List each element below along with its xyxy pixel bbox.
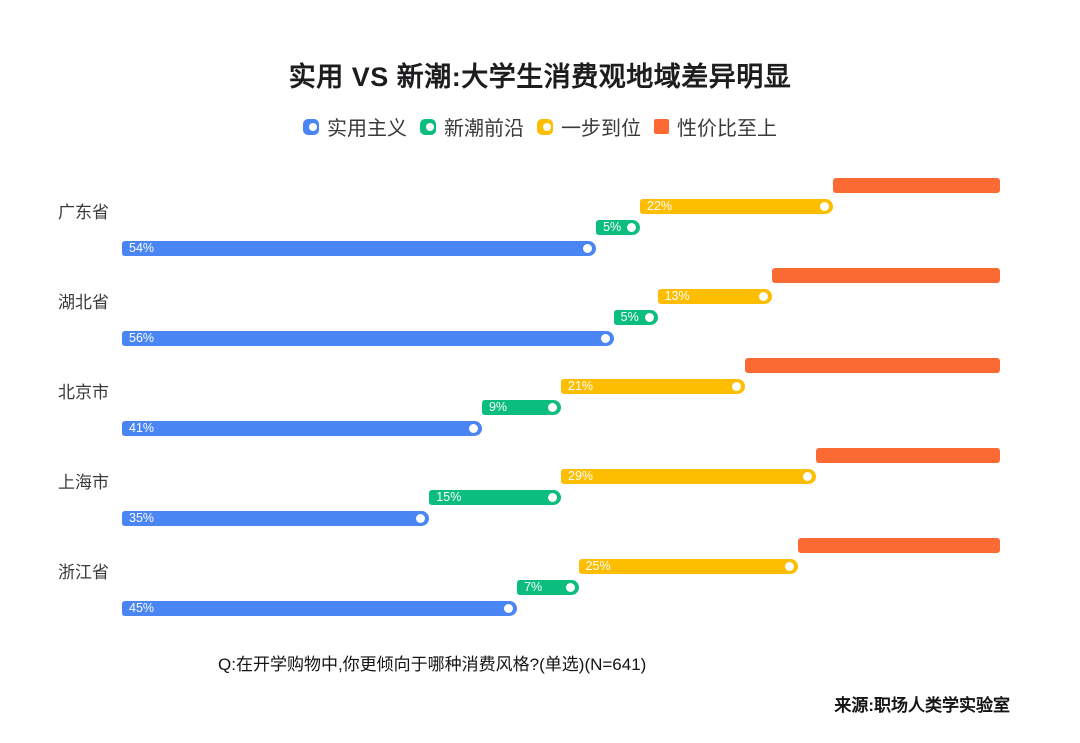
bar-value-label: 5%: [620, 310, 639, 324]
bar-trendy: 15%: [429, 490, 561, 505]
bar-end-dot-icon: [583, 244, 593, 253]
bar-end-dot-icon: [468, 424, 478, 433]
bar-value-label: 35%: [129, 511, 155, 525]
legend-item-trendy: 新潮前沿: [420, 112, 524, 141]
bar-end-dot-icon: [547, 493, 557, 502]
bar-value-label: 54%: [129, 241, 155, 255]
bar-value-label: 9%: [488, 400, 508, 414]
source-credit: 来源:职场人类学实验室: [834, 696, 1010, 715]
bar-end-dot-icon: [547, 403, 557, 412]
bar-value-label: 13%: [664, 289, 690, 303]
legend-label: 一步到位: [561, 118, 641, 140]
bar-end-dot-icon: [565, 583, 575, 592]
legend-item-practical: 实用主义: [303, 112, 407, 141]
bar-trendy: 9%: [481, 400, 561, 415]
category-label: 湖北省: [58, 293, 109, 312]
bar-value-label: 21%: [568, 379, 594, 393]
cost-effective-swatch-icon: [654, 119, 669, 134]
one-step-swatch-icon: [537, 118, 553, 135]
legend-label: 性价比至上: [677, 118, 777, 140]
bar-end-dot-icon: [504, 604, 514, 613]
bar-value-label: 29%: [568, 469, 594, 483]
bar-one-step: 13%: [657, 289, 772, 304]
bar-end-dot-icon: [644, 313, 654, 322]
bar-one-step: 21%: [561, 379, 746, 394]
bar-end-dot-icon: [785, 562, 795, 571]
bar-practical: 41%: [122, 421, 482, 436]
survey-question: Q:在开学购物中,你更倾向于哪种消费风格?(单选)(N=641): [218, 655, 647, 674]
legend-item-one-step: 一步到位: [537, 112, 641, 141]
bar-practical: 56%: [122, 331, 614, 346]
swatch-dot-icon: [426, 122, 434, 131]
bar-value-label: 15%: [436, 490, 462, 504]
bar-practical: 35%: [122, 511, 430, 526]
legend-label: 实用主义: [327, 118, 407, 140]
legend-label: 新潮前沿: [444, 118, 524, 140]
bar-cost-effective: [815, 448, 1000, 463]
bar-one-step: 22%: [640, 199, 834, 214]
category-label: 上海市: [58, 473, 109, 492]
practical-swatch-icon: [303, 118, 319, 135]
bar-cost-effective: [833, 178, 1000, 193]
bar-end-dot-icon: [416, 514, 426, 523]
bar-value-label: 5%: [603, 220, 622, 234]
bar-practical: 45%: [122, 601, 518, 616]
bar-trendy: 5%: [613, 310, 658, 325]
bar-end-dot-icon: [627, 223, 636, 232]
bar-end-dot-icon: [802, 472, 812, 481]
bar-end-dot-icon: [600, 334, 610, 343]
bar-cost-effective: [798, 538, 1000, 553]
bar-end-dot-icon: [758, 292, 768, 301]
bar-end-dot-icon: [820, 202, 830, 211]
trendy-swatch-icon: [420, 118, 436, 135]
bar-trendy: 5%: [596, 220, 640, 235]
bar-cost-effective: [771, 268, 1000, 283]
bar-one-step: 25%: [578, 559, 799, 574]
bar-value-label: 41%: [129, 421, 155, 435]
swatch-dot-icon: [309, 122, 317, 131]
bar-value-label: 45%: [129, 601, 155, 615]
legend: 实用主义 新潮前沿 一步到位 性价比至上: [0, 112, 1080, 141]
legend-item-cost-effective: 性价比至上: [654, 112, 777, 141]
bar-end-dot-icon: [732, 382, 742, 391]
swatch-dot-icon: [543, 122, 551, 131]
bar-practical: 54%: [122, 241, 597, 256]
bar-value-label: 56%: [129, 331, 155, 345]
bar-cost-effective: [745, 358, 1000, 373]
category-label: 北京市: [58, 383, 109, 402]
bar-trendy: 7%: [517, 580, 579, 595]
bar-one-step: 29%: [561, 469, 816, 484]
chart-title: 实用 VS 新潮:大学生消费观地域差异明显: [288, 62, 792, 92]
category-label: 浙江省: [58, 563, 109, 582]
category-label: 广东省: [58, 203, 109, 222]
bar-value-label: 25%: [585, 559, 611, 573]
bar-value-label: 7%: [524, 580, 543, 594]
bar-value-label: 22%: [647, 199, 673, 213]
